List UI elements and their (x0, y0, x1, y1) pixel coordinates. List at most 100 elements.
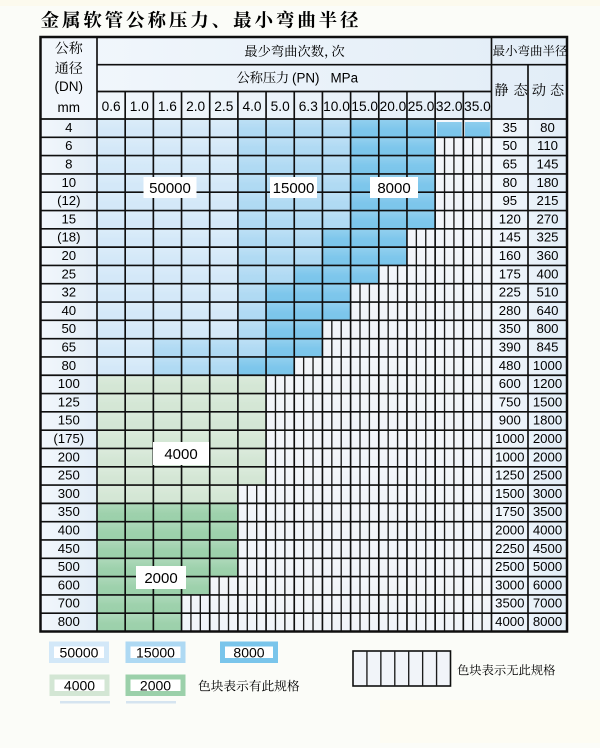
svg-text:50000: 50000 (149, 180, 191, 197)
svg-text:50000: 50000 (60, 645, 99, 661)
svg-text:20.0: 20.0 (380, 99, 407, 114)
svg-text:175: 175 (499, 266, 521, 281)
svg-text:6000: 6000 (533, 577, 562, 592)
svg-text:32: 32 (61, 285, 76, 300)
svg-text:8000: 8000 (377, 180, 410, 197)
svg-text:15000: 15000 (273, 180, 315, 197)
svg-text:7000: 7000 (533, 596, 562, 611)
svg-text:2500: 2500 (533, 468, 562, 483)
svg-text:900: 900 (499, 413, 521, 428)
svg-text:5.0: 5.0 (271, 99, 290, 114)
svg-text:360: 360 (536, 248, 558, 263)
svg-text:25.0: 25.0 (408, 99, 435, 114)
svg-text:3000: 3000 (495, 577, 524, 592)
svg-text:6: 6 (65, 138, 72, 153)
svg-text:25: 25 (61, 266, 76, 281)
svg-text:40: 40 (61, 303, 76, 318)
svg-text:50: 50 (61, 321, 76, 336)
svg-text:10.0: 10.0 (323, 99, 350, 114)
svg-text:450: 450 (58, 541, 80, 556)
svg-text:510: 510 (536, 285, 558, 300)
svg-text:35: 35 (502, 120, 517, 135)
svg-text:4000: 4000 (64, 678, 95, 694)
svg-text:2500: 2500 (495, 559, 524, 574)
svg-text:215: 215 (536, 193, 558, 208)
svg-text:1000: 1000 (495, 449, 524, 464)
svg-text:1200: 1200 (533, 376, 562, 391)
svg-text:mm: mm (58, 100, 81, 115)
svg-text:5000: 5000 (533, 559, 562, 574)
svg-text:(175): (175) (53, 431, 84, 446)
svg-text:2000: 2000 (533, 449, 562, 464)
svg-text:700: 700 (58, 596, 80, 611)
svg-text:95: 95 (502, 193, 517, 208)
svg-text:2000: 2000 (533, 431, 562, 446)
svg-text:4.0: 4.0 (242, 99, 261, 114)
svg-text:1.6: 1.6 (158, 99, 177, 114)
svg-text:160: 160 (499, 248, 521, 263)
svg-text:32.0: 32.0 (436, 99, 463, 114)
svg-text:325: 325 (536, 230, 558, 245)
svg-text:2.0: 2.0 (186, 99, 205, 114)
svg-text:2250: 2250 (495, 541, 524, 556)
svg-text:80: 80 (540, 120, 555, 135)
svg-text:4000: 4000 (495, 614, 524, 629)
svg-text:15: 15 (61, 211, 76, 226)
svg-text:250: 250 (58, 468, 80, 483)
svg-text:1800: 1800 (533, 413, 562, 428)
svg-text:50: 50 (502, 138, 517, 153)
svg-text:65: 65 (502, 157, 517, 172)
svg-text:6.3: 6.3 (299, 99, 318, 114)
svg-text:350: 350 (58, 504, 80, 519)
svg-text:(12): (12) (57, 193, 80, 208)
svg-text:300: 300 (58, 486, 80, 501)
svg-text:10: 10 (61, 175, 76, 190)
svg-text:400: 400 (58, 523, 80, 538)
svg-text:640: 640 (536, 303, 558, 318)
svg-text:1.0: 1.0 (130, 99, 149, 114)
svg-text:2000: 2000 (495, 523, 524, 538)
svg-text:MPa: MPa (331, 70, 359, 85)
svg-text:1500: 1500 (495, 486, 524, 501)
svg-text:80: 80 (61, 358, 76, 373)
svg-text:3500: 3500 (533, 504, 562, 519)
svg-text:600: 600 (499, 376, 521, 391)
svg-text:80: 80 (502, 175, 517, 190)
svg-text:400: 400 (536, 266, 558, 281)
svg-text:125: 125 (58, 394, 80, 409)
svg-text:65: 65 (61, 340, 76, 355)
svg-text:225: 225 (499, 285, 521, 300)
svg-text:145: 145 (536, 157, 558, 172)
svg-text:145: 145 (499, 230, 521, 245)
svg-text:4000: 4000 (533, 523, 562, 538)
svg-text:20: 20 (61, 248, 76, 263)
svg-text:(DN): (DN) (55, 79, 84, 94)
svg-text:800: 800 (536, 321, 558, 336)
svg-text:(18): (18) (57, 230, 80, 245)
svg-text:750: 750 (499, 394, 521, 409)
svg-text:600: 600 (58, 577, 80, 592)
svg-text:1000: 1000 (495, 431, 524, 446)
svg-text:110: 110 (537, 138, 558, 153)
svg-text:15.0: 15.0 (351, 99, 378, 114)
svg-text:15000: 15000 (136, 645, 175, 661)
svg-text:800: 800 (58, 614, 80, 629)
svg-text:120: 120 (499, 211, 521, 226)
svg-text:8000: 8000 (233, 645, 264, 661)
svg-text:3500: 3500 (495, 596, 524, 611)
svg-text:150: 150 (58, 413, 80, 428)
svg-text:2000: 2000 (140, 678, 171, 694)
svg-text:1000: 1000 (533, 358, 562, 373)
svg-text:4: 4 (65, 120, 72, 135)
svg-text:4500: 4500 (533, 541, 562, 556)
svg-text:35.0: 35.0 (464, 99, 491, 114)
svg-text:180: 180 (536, 175, 558, 190)
svg-text:3000: 3000 (533, 486, 562, 501)
svg-text:350: 350 (499, 321, 521, 336)
svg-text:270: 270 (536, 211, 558, 226)
svg-text:500: 500 (58, 559, 80, 574)
svg-text:8: 8 (65, 157, 72, 172)
svg-text:280: 280 (499, 303, 521, 318)
svg-text:2000: 2000 (144, 570, 177, 587)
svg-text:480: 480 (499, 358, 521, 373)
